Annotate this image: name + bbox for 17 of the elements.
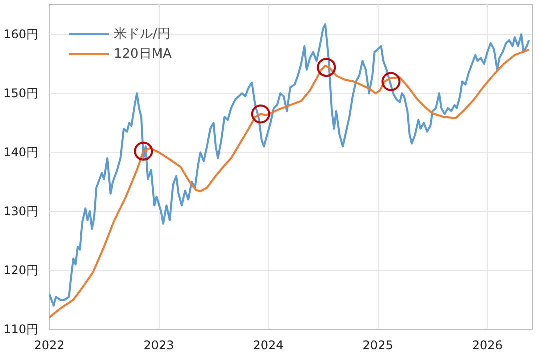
- point: [382, 72, 401, 92]
- y-tick-label: 130円: [4, 204, 38, 219]
- point: [317, 58, 336, 78]
- point: [134, 142, 154, 161]
- y-tick-label: 150円: [4, 86, 38, 101]
- x-tick-label: 2025: [362, 338, 394, 352]
- point: [251, 104, 270, 124]
- y-tick-label: 110円: [4, 322, 38, 336]
- x-tick-label: 2024: [253, 338, 284, 352]
- x-tick-label: 2026: [472, 338, 503, 352]
- y-tick-label: 140円: [4, 146, 38, 160]
- y-tick-label: 120円: [4, 264, 38, 278]
- legend-label: 米ドル/円: [114, 26, 170, 43]
- x-tick-label: 2023: [144, 338, 174, 352]
- legend-label: 120日MA: [114, 46, 172, 63]
- y-tick-label: 160円: [4, 28, 38, 42]
- x-tick-label: 2022: [34, 338, 65, 352]
